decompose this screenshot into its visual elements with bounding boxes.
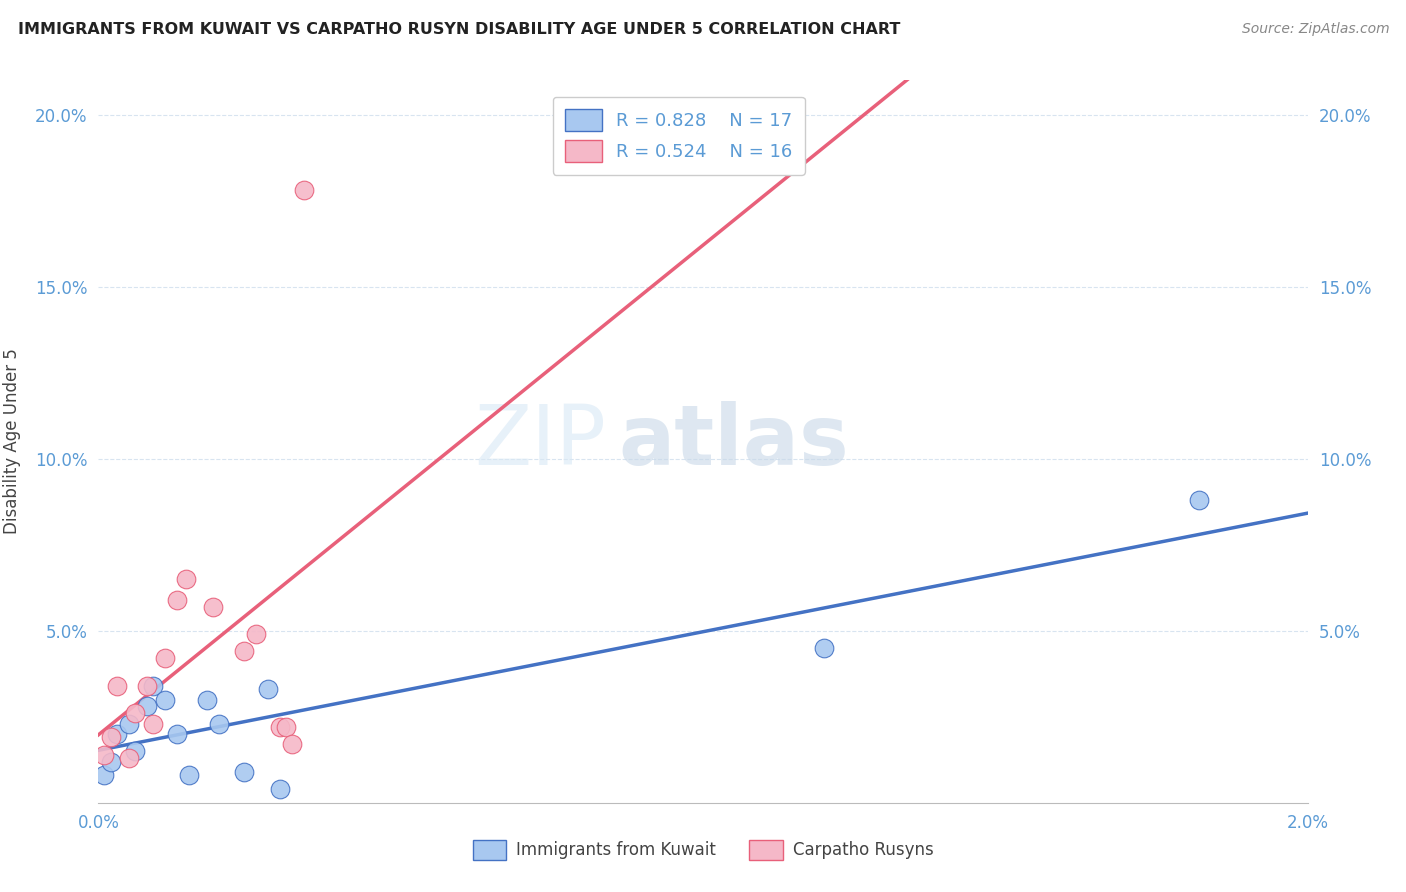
- Point: [153, 651, 176, 665]
- Point: [1188, 493, 1211, 508]
- Point: [105, 679, 128, 693]
- Point: [105, 727, 128, 741]
- Point: [281, 737, 304, 751]
- Point: [153, 692, 176, 706]
- Point: [274, 720, 297, 734]
- Point: [135, 679, 157, 693]
- Point: [100, 755, 122, 769]
- Point: [124, 744, 146, 758]
- Point: [118, 716, 141, 731]
- Point: [166, 727, 188, 741]
- Point: [93, 768, 115, 782]
- Point: [256, 682, 278, 697]
- Point: [142, 716, 165, 731]
- Point: [269, 782, 291, 797]
- Text: IMMIGRANTS FROM KUWAIT VS CARPATHO RUSYN DISABILITY AGE UNDER 5 CORRELATION CHAR: IMMIGRANTS FROM KUWAIT VS CARPATHO RUSYN…: [18, 22, 901, 37]
- Point: [813, 640, 835, 655]
- Y-axis label: Disability Age Under 5: Disability Age Under 5: [3, 349, 21, 534]
- Legend: Immigrants from Kuwait, Carpatho Rusyns: Immigrants from Kuwait, Carpatho Rusyns: [465, 833, 941, 867]
- Point: [100, 731, 122, 745]
- Point: [269, 720, 291, 734]
- Point: [135, 699, 157, 714]
- Point: [232, 644, 254, 658]
- Point: [179, 768, 201, 782]
- Point: [208, 716, 231, 731]
- Point: [124, 706, 146, 721]
- Point: [202, 599, 225, 614]
- Text: Source: ZipAtlas.com: Source: ZipAtlas.com: [1241, 22, 1389, 37]
- Point: [174, 572, 197, 586]
- Point: [118, 751, 141, 765]
- Point: [93, 747, 115, 762]
- Point: [292, 183, 315, 197]
- Point: [166, 592, 188, 607]
- Text: atlas: atlas: [619, 401, 849, 482]
- Point: [245, 627, 267, 641]
- Point: [195, 692, 218, 706]
- Text: ZIP: ZIP: [474, 401, 606, 482]
- Point: [232, 764, 254, 779]
- Point: [142, 679, 165, 693]
